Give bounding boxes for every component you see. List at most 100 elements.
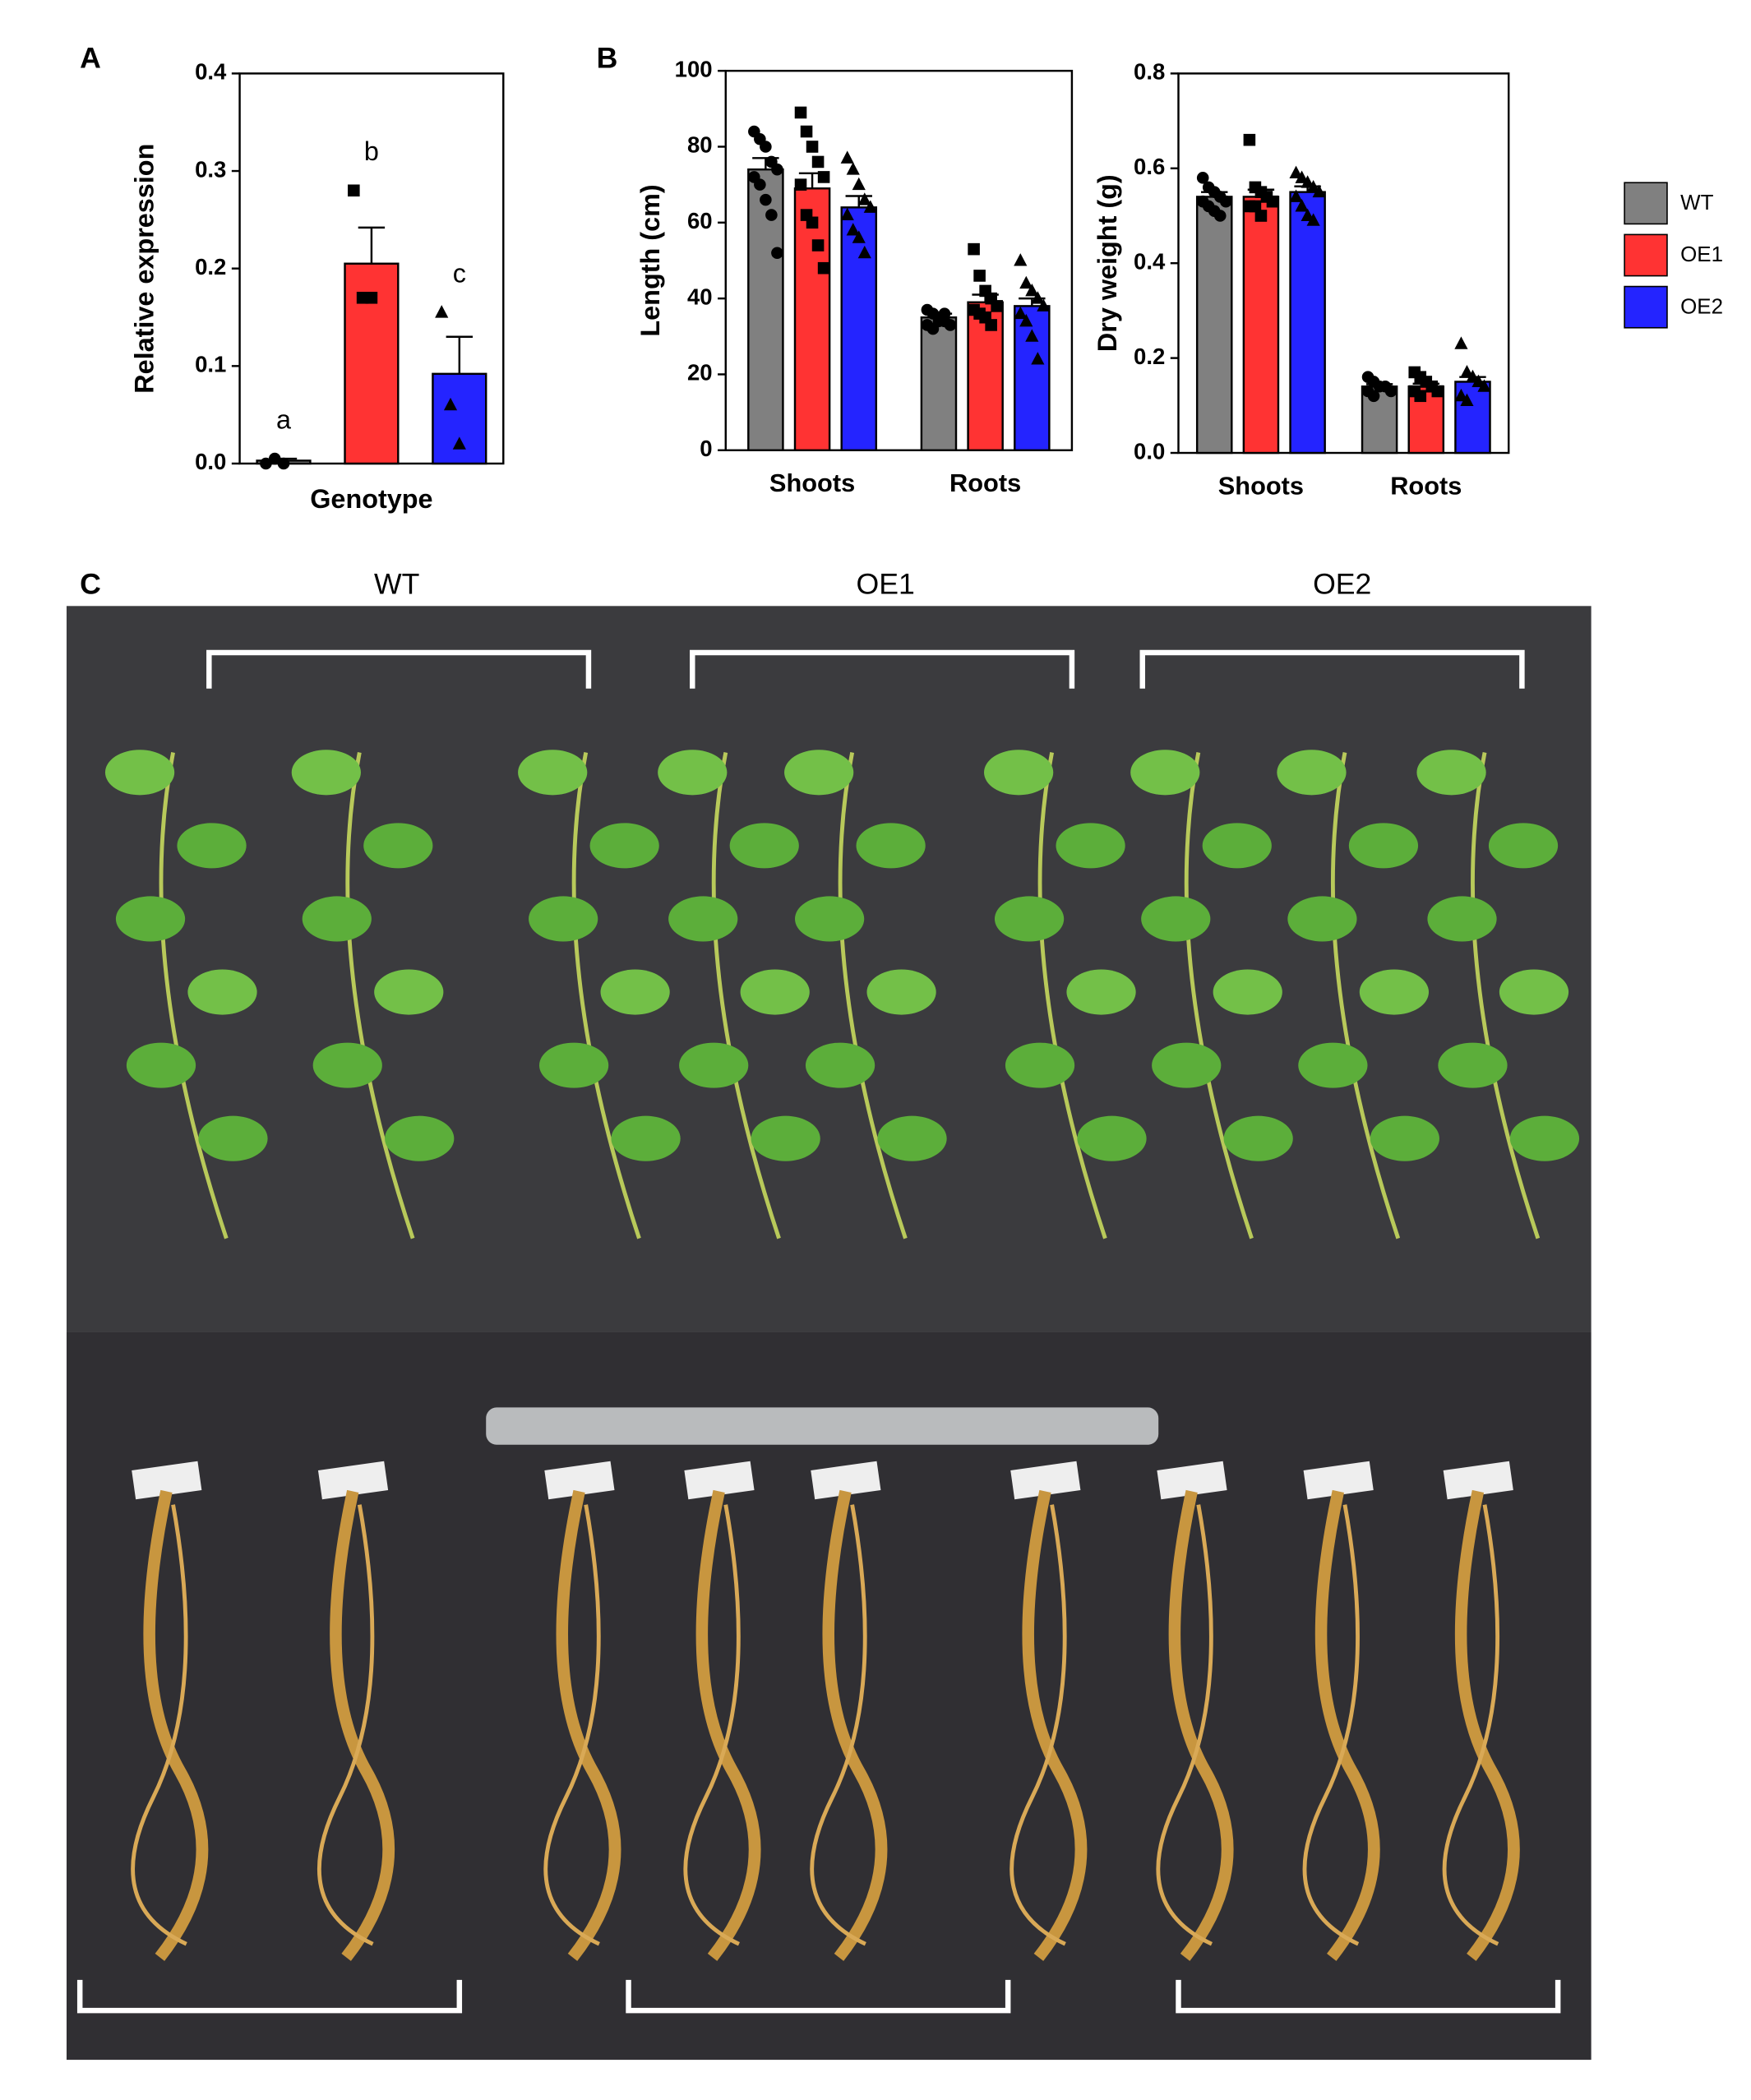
leaf (866, 969, 936, 1015)
leaf (1141, 896, 1211, 942)
leaf (1077, 1115, 1147, 1161)
bar (1014, 305, 1051, 452)
x-tick-label: Shoots (769, 468, 855, 497)
point (857, 245, 871, 259)
point (1019, 275, 1033, 289)
x-tick-label: Roots (949, 468, 1021, 497)
point (1266, 195, 1279, 208)
leaf (994, 896, 1065, 942)
point (1031, 291, 1045, 304)
stem (1184, 752, 1254, 1239)
root (695, 1489, 761, 1961)
point (348, 184, 360, 197)
root (1168, 1489, 1234, 1961)
leaf (1213, 969, 1282, 1015)
y-tick-label: 0.8 (1134, 59, 1165, 85)
point (852, 230, 866, 243)
legend-label: OE1 (1680, 243, 1723, 266)
stem (1037, 752, 1107, 1239)
photo-label: WT (374, 567, 419, 600)
leaf (1152, 1042, 1222, 1088)
y-tick-label: 20 (687, 360, 713, 385)
error-bar (845, 195, 872, 208)
leaf (1130, 750, 1200, 796)
leaf (658, 750, 728, 796)
leaf (1348, 823, 1419, 869)
y-tick-label: 80 (687, 132, 713, 158)
root-fine (1442, 1504, 1500, 1946)
y-tick-label: 0.6 (1134, 154, 1165, 179)
chart: 0.0 0.2 0.4 0.6 0.8 Dry weight (g) Shoots Roots… (1093, 59, 1723, 501)
point (260, 457, 272, 470)
point (1249, 200, 1262, 213)
error-bar (358, 226, 386, 264)
leaf (1416, 750, 1486, 796)
leaf (1499, 969, 1569, 1015)
y-tick-label: 0.0 (195, 449, 226, 474)
point (973, 270, 986, 282)
point (806, 216, 819, 229)
leaf (312, 1042, 382, 1088)
leaf (740, 969, 810, 1015)
point (985, 319, 997, 331)
y-tick-label: 60 (687, 208, 713, 233)
legend-swatch (1624, 233, 1668, 277)
bar (1195, 196, 1233, 455)
bar (1289, 191, 1326, 455)
point (863, 200, 877, 213)
leaf (1277, 750, 1347, 796)
root-fine (316, 1504, 375, 1946)
point (794, 178, 807, 191)
bar (747, 168, 784, 452)
leaf (679, 1042, 749, 1088)
leaf (1438, 1042, 1508, 1088)
x-tick-label: Roots (1390, 471, 1462, 500)
photo-label: OE2 (1313, 567, 1371, 600)
point (1025, 283, 1039, 297)
point (811, 155, 825, 168)
y-tick-label: 0.0 (1134, 438, 1165, 464)
annotation: b (364, 136, 379, 166)
point (1477, 379, 1491, 392)
leaf (1427, 896, 1497, 942)
stem (571, 752, 641, 1239)
point (968, 242, 980, 256)
point (852, 177, 866, 191)
leaf (104, 750, 175, 796)
leaf (539, 1042, 609, 1088)
leaf (600, 969, 670, 1015)
point (452, 436, 466, 450)
y-tick-label: 0.4 (1134, 248, 1166, 274)
annotation: c (453, 258, 466, 288)
point (1460, 393, 1474, 407)
point (1219, 195, 1232, 208)
leaf (877, 1115, 947, 1161)
point (443, 397, 458, 411)
point (1254, 210, 1268, 222)
bar (920, 316, 958, 452)
point (1019, 313, 1033, 327)
point (938, 307, 951, 320)
root-fine (1156, 1504, 1213, 1946)
leaf (984, 750, 1054, 796)
y-tick-label: 0.4 (195, 59, 227, 85)
point (760, 141, 772, 153)
brackets (76, 649, 1561, 2014)
y-tick-label: 0 (700, 436, 712, 461)
point (1384, 385, 1398, 398)
point (991, 300, 1003, 312)
leaf (751, 1115, 820, 1161)
point (760, 193, 772, 206)
stem (838, 752, 908, 1239)
y-tick-label: 0.2 (1134, 344, 1165, 369)
leaf (805, 1042, 876, 1088)
leaf (1509, 1115, 1580, 1161)
point (1431, 385, 1444, 398)
leaf (198, 1115, 268, 1161)
point (944, 319, 957, 331)
legend-label: WT (1680, 192, 1713, 215)
point (1243, 133, 1256, 146)
point (794, 106, 807, 119)
point (1312, 184, 1326, 198)
